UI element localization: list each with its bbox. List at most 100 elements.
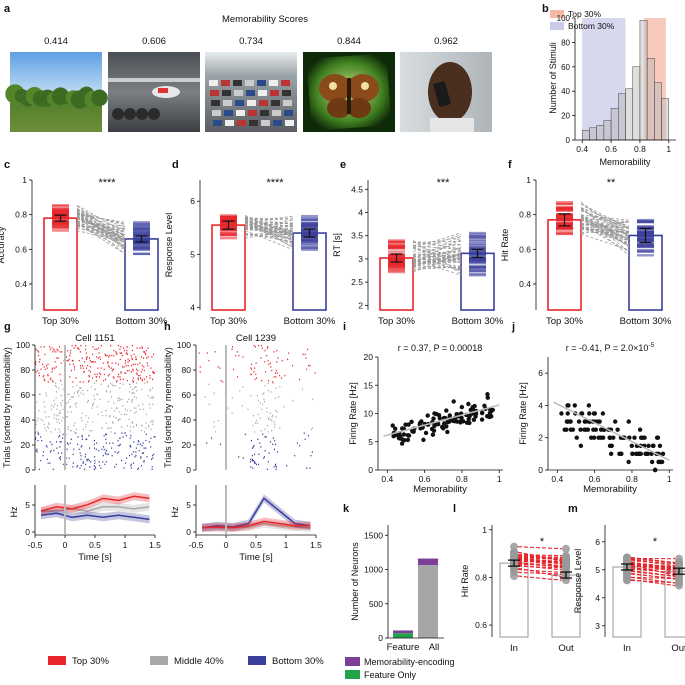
pair-line: [580, 222, 630, 246]
pair-line: [412, 247, 462, 269]
subject-mark-bottom: [469, 236, 486, 240]
subject-dot-out: [675, 558, 683, 567]
cell-title: Cell 1151: [75, 333, 114, 344]
data-point: [565, 403, 570, 408]
pair-line: [76, 217, 126, 249]
data-point: [655, 435, 661, 440]
subject-mark-top: [52, 222, 69, 226]
pair-line: [630, 568, 676, 574]
data-point: [431, 428, 437, 433]
subject-mark-bottom: [469, 262, 486, 265]
y-tick-label: 4: [595, 593, 600, 603]
histogram-bar: [581, 129, 590, 141]
subject-dot-out: [562, 544, 570, 553]
x-label-out: Out: [671, 643, 685, 654]
psth-line-blue: [201, 497, 311, 529]
y-tick-label: 5: [190, 249, 195, 259]
subject-mark-bottom: [469, 256, 486, 260]
psth-line-red: [201, 520, 311, 529]
subject-mark-top: [52, 211, 69, 215]
subject-mark-bottom: [637, 245, 654, 249]
chart-k: [345, 558, 438, 679]
pair-line: [580, 229, 630, 232]
pair-line: [517, 557, 563, 564]
pair-line: [580, 219, 630, 235]
subject-mark-bottom: [301, 221, 318, 225]
y-tick-label: 3.5: [351, 231, 363, 241]
pair-line: [412, 255, 462, 272]
subject-mark-top: [388, 245, 405, 249]
subject-mark-bottom: [133, 247, 150, 251]
wing: [347, 98, 371, 118]
psth-line-gray: [41, 506, 150, 512]
x-label-top30: Top 30%: [42, 316, 80, 327]
y-axis-label: Trials (sorted by memorability): [163, 347, 173, 468]
pair-line: [244, 216, 294, 233]
data-point: [613, 419, 618, 424]
psth-line-red: [40, 495, 150, 512]
y-tick-label: 1: [526, 175, 531, 185]
photo-man-on-phone: [400, 52, 492, 132]
pair-line: [517, 546, 563, 550]
pair-line: [412, 234, 462, 252]
pair-line: [76, 223, 126, 243]
subject-mark-bottom: [133, 244, 150, 247]
data-point: [421, 437, 426, 443]
y-tick-label: 4.5: [351, 184, 363, 194]
panel-letter-m: m: [568, 503, 578, 515]
data-point: [632, 435, 637, 440]
data-point: [459, 404, 465, 410]
subject-mark-top: [52, 204, 69, 208]
pair-line: [412, 260, 462, 270]
data-point: [425, 413, 430, 418]
pair-line: [244, 215, 294, 224]
panel-letter-g: g: [4, 321, 11, 333]
subject-mark-bottom: [133, 227, 150, 230]
histogram-bar: [654, 82, 662, 141]
subject-mark-top: [52, 221, 69, 224]
subject-mark-top: [556, 202, 573, 206]
y-tick-label: 0: [538, 465, 543, 475]
data-point: [596, 435, 601, 440]
y-tick-label: 0: [25, 465, 30, 475]
car: [210, 90, 219, 96]
pair-line: [76, 226, 126, 229]
pair-line: [244, 234, 294, 238]
pair-line: [76, 216, 126, 241]
data-point: [559, 411, 564, 416]
pair-line: [580, 207, 630, 245]
significance-stars: ****: [266, 177, 284, 189]
data-point: [466, 401, 471, 407]
car: [257, 80, 266, 86]
x-tick-label: 0.8: [634, 144, 646, 154]
x-tick-label: 1: [497, 474, 502, 484]
y-tick-label: 4: [358, 208, 363, 218]
x-tick-label: 0: [63, 540, 68, 550]
y-tick-label: 0.6: [15, 244, 27, 254]
y-tick-label: 0.8: [475, 572, 487, 582]
subject-mark-bottom: [301, 244, 318, 247]
regression-line: [553, 401, 670, 461]
subject-dot-in: [510, 542, 518, 551]
pair-line: [517, 555, 563, 558]
pair-line: [517, 559, 563, 567]
pair-line: [412, 244, 462, 259]
data-point: [405, 432, 411, 438]
spectator: [136, 108, 148, 120]
y-tick-label: 80: [21, 365, 31, 375]
subject-mark-bottom: [637, 250, 654, 253]
wing: [327, 98, 351, 118]
legend-memorability-swatch: [345, 657, 360, 666]
subject-mark-bottom: [469, 258, 486, 262]
psth-y-label: Hz: [9, 506, 19, 517]
y-tick-label: 0.6: [475, 620, 487, 630]
y-tick-label: 20: [561, 112, 570, 121]
y-tick-label: 80: [561, 38, 570, 47]
legend-memorability-label: Memorability-encoding: [364, 657, 455, 667]
y-tick-label: 2: [358, 300, 363, 310]
y-tick-label: 20: [182, 440, 192, 450]
data-point: [593, 427, 599, 432]
stat-text: r = -0.41, P = 2.0×10-5: [566, 342, 655, 353]
bar-feature-memorability: [393, 630, 413, 634]
subject-mark-top: [220, 234, 237, 237]
